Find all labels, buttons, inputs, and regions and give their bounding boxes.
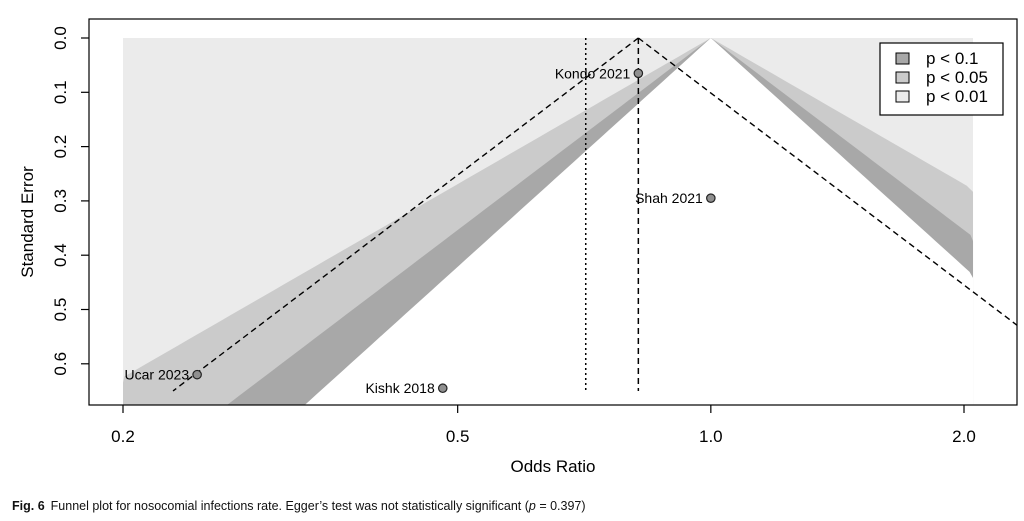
study-label: Kishk 2018 [365,380,434,396]
study-label: Shah 2021 [635,190,703,206]
caption-p-value: = 0.397) [535,499,586,513]
study-point [706,193,716,203]
x-axis-title: Odds Ratio [510,457,595,476]
legend-label: p < 0.01 [926,87,988,106]
y-axis-title: Standard Error [18,166,37,278]
caption-p-symbol: p [528,499,536,513]
x-tick-label: 0.5 [446,427,470,446]
legend-swatch [895,52,910,65]
funnel-plot: Kondo 2021 Shah 2021 Ucar 2023 Kishk 2018 0… [18,18,1018,476]
y-tick-label: 0.1 [51,80,70,104]
funnel-lines [172,37,1017,392]
caption-text: Funnel plot for nosocomial infections ra… [50,499,529,513]
legend-label: p < 0.1 [926,49,978,68]
legend-swatch [895,71,910,84]
study-label: Kondo 2021 [555,65,631,81]
x-tick-label: 2.0 [952,427,976,446]
x-tick-label: 1.0 [699,427,723,446]
axes: 0.2 0.5 1.0 2.0 0.0 0.1 0.2 0.3 0.4 0.5 0.6 Odds Ra… [18,18,1018,476]
y-tick-label: 0.5 [51,298,70,322]
study-point [437,383,448,394]
y-tick-label: 0.4 [51,243,70,267]
legend-label: p < 0.05 [926,68,988,87]
y-tick-label: 0.6 [51,352,70,376]
y-tick-label: 0.3 [51,189,70,213]
y-tick-label: 0.2 [51,135,70,159]
y-tick-label: 0.0 [51,26,70,50]
funnel-left-line [172,37,639,392]
study-point [192,369,202,380]
significance-contours [123,38,974,405]
study-label: Ucar 2023 [125,367,190,383]
plot-frame [88,18,1018,406]
funnel-right-line [637,37,1017,327]
study-points: Kondo 2021 Shah 2021 Ucar 2023 Kishk 2018 [125,65,716,396]
study-point [633,68,644,79]
legend-swatch [895,90,910,103]
figure-caption: Fig. 6 Funnel plot for nosocomial infecti… [12,499,586,513]
x-tick-label: 0.2 [111,427,135,446]
caption-label: Fig. 6 [12,499,45,513]
legend: p < 0.1p < 0.05p < 0.01 [879,42,1004,116]
